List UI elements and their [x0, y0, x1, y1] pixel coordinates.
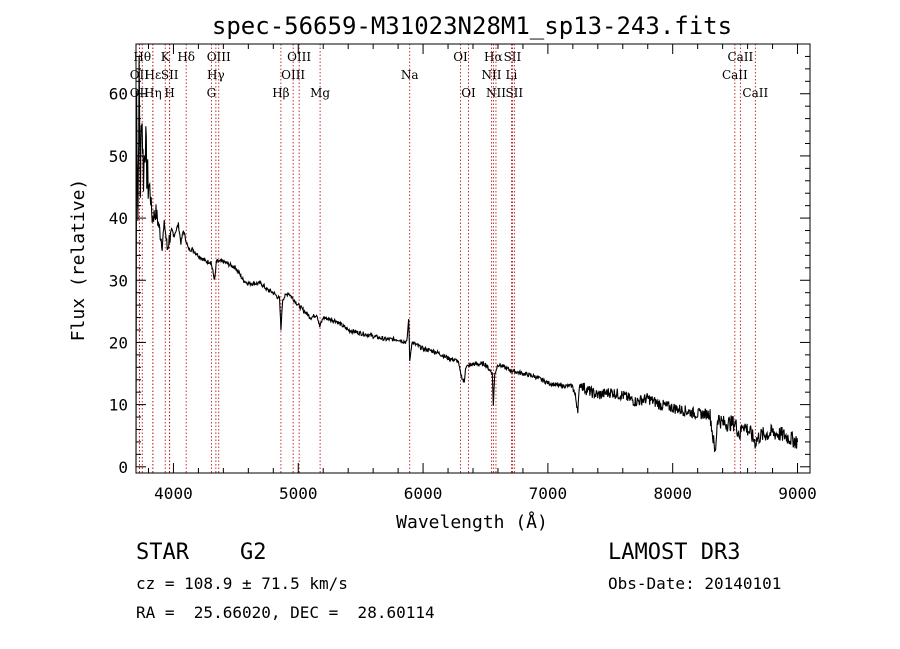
- x-tick-label: 7000: [529, 484, 568, 503]
- y-tick-label: 10: [109, 396, 128, 415]
- line-label: Hη: [144, 86, 162, 100]
- x-tick-label: 6000: [404, 484, 443, 503]
- y-axis-ticks: 0 10 20 30 40 50 60: [109, 55, 810, 477]
- line-label: CaII: [727, 50, 753, 64]
- y-tick-label: 60: [109, 85, 128, 104]
- y-tick-label: 50: [109, 147, 128, 166]
- x-axis-ticks: 4000 5000 6000 7000 8000 9000: [147, 44, 817, 503]
- line-label: OI: [453, 50, 468, 64]
- line-label: Li: [506, 68, 518, 82]
- line-label: G: [207, 86, 217, 100]
- survey-name: LAMOST DR3: [608, 540, 741, 565]
- x-tick-label: 4000: [154, 484, 193, 503]
- object-subclass: G2: [240, 540, 267, 565]
- line-label: NII: [481, 68, 501, 82]
- x-tick-label: 9000: [778, 484, 817, 503]
- y-tick-label: 30: [109, 271, 128, 290]
- line-label: OIII: [281, 68, 305, 82]
- line-label: Na: [401, 68, 419, 82]
- line-label: H: [164, 86, 174, 100]
- y-tick-label: 0: [118, 458, 128, 477]
- line-label: OIII: [287, 50, 311, 64]
- y-tick-label: 20: [109, 333, 128, 352]
- line-label: SII: [161, 68, 179, 82]
- object-class: STAR: [136, 540, 189, 565]
- y-tick-label: 40: [109, 209, 128, 228]
- x-axis-label: Wavelength (Å): [396, 511, 548, 533]
- x-tick-label: 8000: [653, 484, 692, 503]
- obs-date: Obs-Date: 20140101: [608, 574, 782, 593]
- line-label: Mg: [310, 86, 330, 100]
- redshift-cz: cz = 108.9 ± 71.5 km/s: [136, 574, 348, 593]
- line-label: Hα: [484, 50, 503, 64]
- line-label: Hβ: [272, 86, 289, 100]
- x-tick-label: 5000: [279, 484, 318, 503]
- chart-title: spec-56659-M31023N28M1_sp13-243.fits: [212, 12, 732, 40]
- line-label: OIII: [207, 50, 231, 64]
- spectrum-line: [135, 56, 799, 468]
- line-label: SII: [505, 86, 523, 100]
- line-label: CaII: [722, 68, 748, 82]
- line-label: OI: [461, 86, 476, 100]
- line-label: SII: [504, 50, 522, 64]
- line-label: K: [161, 50, 171, 64]
- coordinates: RA = 25.66020, DEC = 28.60114: [136, 603, 435, 622]
- line-label: Hγ: [207, 68, 225, 82]
- line-label: Hδ: [177, 50, 195, 64]
- line-label: CaII: [742, 86, 768, 100]
- line-label: Hε: [145, 68, 162, 82]
- y-axis-label: Flux (relative): [68, 179, 89, 342]
- plot-frame: [135, 43, 811, 474]
- line-label: NII: [486, 86, 506, 100]
- line-label: Hθ: [133, 50, 151, 64]
